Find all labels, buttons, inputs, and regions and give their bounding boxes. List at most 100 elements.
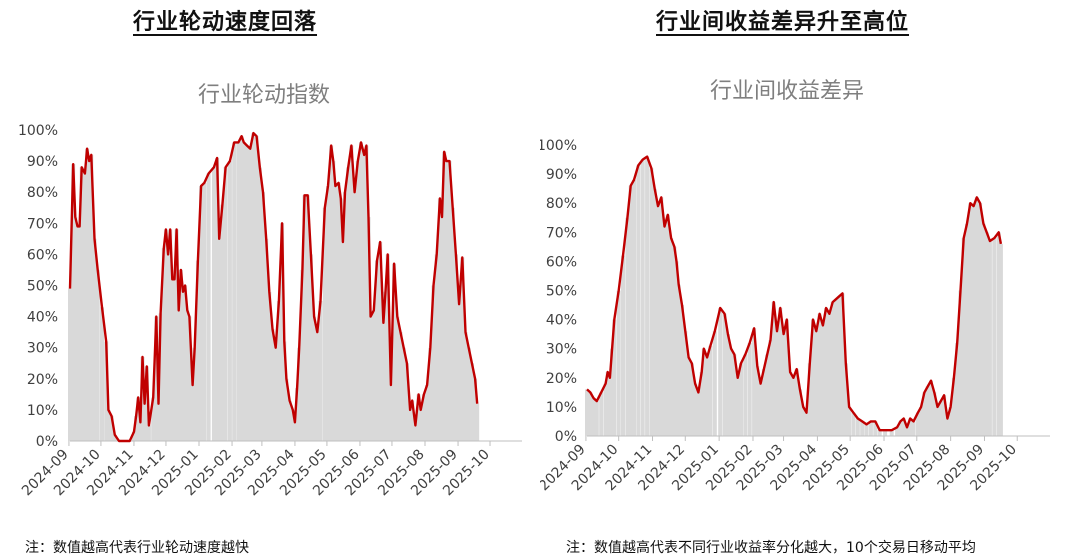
data-bar (915, 412, 920, 436)
data-bar (338, 198, 343, 441)
data-bar (665, 214, 670, 436)
series-line (586, 155, 1003, 432)
data-bar (302, 195, 307, 441)
data-bar (395, 316, 400, 441)
data-bar (413, 425, 418, 441)
left-note: 注：数值越高代表行业轮动速度越快 (25, 540, 249, 556)
data-bar (784, 319, 789, 436)
data-bar (599, 392, 604, 436)
data-bar (428, 347, 433, 441)
data-bar (628, 185, 633, 436)
data-bar (151, 397, 156, 441)
data-bar (144, 366, 149, 441)
data-bar (610, 348, 615, 436)
right-chart-panel: 行业间收益差异 0% 10% 20% 30% 40% 50% 60% 70% 80% 90% 100… (536, 60, 1080, 530)
data-bar (416, 394, 421, 441)
data-bar (968, 203, 973, 436)
data-bar (442, 151, 447, 442)
left-chart-plot: 0%10%20%30%40%50%60%70%80%90%100%2024-09… (18, 123, 522, 499)
y-tick-label: 20% (546, 371, 577, 387)
data-bar (183, 285, 188, 441)
right-chart-plot: 0%10%20%30%40%50%60%70%80%90%100%2024-09… (536, 138, 1050, 494)
data-bar (352, 192, 357, 441)
data-bar (346, 167, 351, 442)
data-bar (385, 254, 390, 441)
y-tick-label: 60% (27, 247, 58, 263)
data-bar (699, 372, 704, 436)
data-bar (381, 322, 386, 441)
data-bar (811, 319, 815, 436)
data-bar (211, 167, 216, 442)
data-bar (168, 229, 173, 441)
data-bar (215, 158, 220, 441)
data-bar (290, 409, 295, 441)
data-bar (404, 363, 409, 442)
data-bar (447, 161, 452, 441)
y-tick-label: 90% (27, 154, 58, 170)
data-bar (732, 354, 737, 436)
y-tick-label: 90% (546, 167, 577, 183)
data-bar (463, 332, 468, 441)
data-bar (398, 332, 403, 441)
data-bar (837, 296, 842, 436)
data-bar (170, 279, 175, 441)
data-bar (421, 394, 426, 441)
data-bar (718, 308, 723, 436)
data-bar (261, 192, 265, 441)
right-chart-title: 行业间收益差异 (710, 79, 865, 104)
data-bar (362, 154, 367, 441)
data-bar (824, 308, 829, 436)
data-bar (919, 406, 924, 436)
y-tick-label: 80% (546, 196, 577, 212)
data-bar (607, 377, 612, 436)
data-bar (359, 142, 363, 441)
data-bar (594, 401, 599, 436)
data-bar (71, 164, 76, 441)
data-bar (392, 263, 397, 441)
data-bar (161, 248, 166, 441)
data-bar (220, 204, 225, 441)
data-bar (178, 269, 183, 441)
data-bar (199, 186, 204, 441)
data-bar (945, 418, 950, 436)
data-bar (955, 342, 960, 436)
data-bar (656, 206, 660, 436)
data-bar (457, 304, 462, 441)
data-bar (172, 279, 177, 441)
data-bar (192, 347, 197, 441)
data-bar (336, 182, 341, 441)
data-bar (674, 261, 679, 436)
data-bar (364, 145, 369, 441)
data-bar (142, 403, 147, 441)
data-bar (765, 354, 770, 436)
data-bar (591, 398, 596, 436)
data-bar (758, 383, 763, 436)
data-bar (295, 388, 300, 441)
data-bar (649, 168, 654, 437)
data-bar (981, 223, 986, 436)
data-bar (905, 427, 909, 436)
data-bar (603, 383, 608, 436)
y-tick-label: 0% (36, 434, 58, 450)
data-bar (911, 421, 916, 436)
data-bar (95, 269, 100, 441)
data-bar (333, 186, 338, 441)
data-bar (308, 254, 313, 441)
data-bar (206, 173, 211, 441)
data-bar (371, 310, 376, 441)
data-bar (163, 229, 168, 441)
data-bar (996, 232, 1001, 436)
data-bar (794, 369, 799, 436)
data-bar (743, 354, 748, 436)
data-bar (85, 148, 90, 441)
y-tick-label: 60% (546, 254, 577, 270)
data-bar (873, 421, 878, 436)
data-bar (388, 385, 393, 441)
data-bar (625, 217, 630, 437)
y-tick-label: 10% (546, 400, 577, 416)
data-bar (223, 167, 228, 442)
data-bar (355, 161, 360, 441)
data-bar (366, 217, 371, 441)
data-bar (418, 409, 423, 441)
data-bar (245, 145, 249, 441)
